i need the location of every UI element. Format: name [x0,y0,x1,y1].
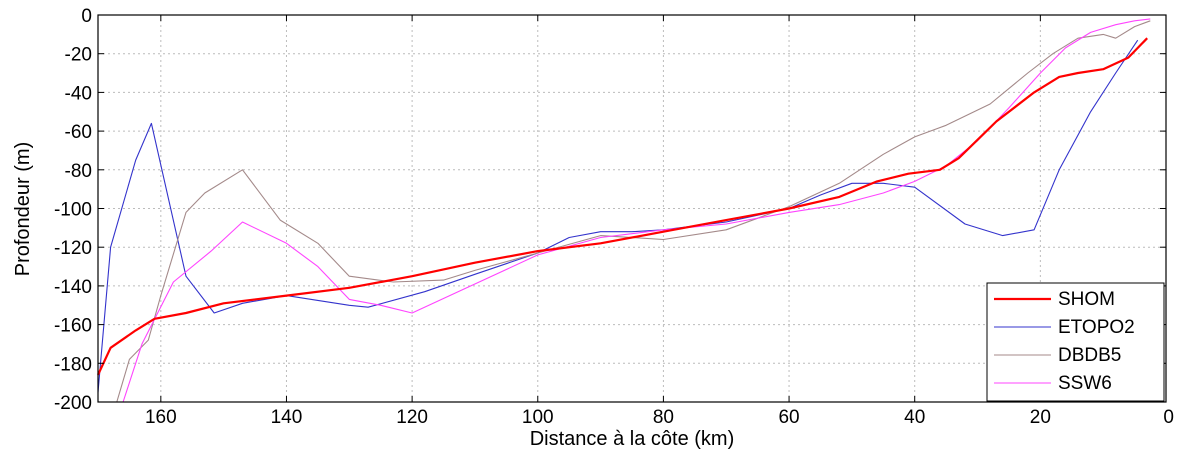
x-tick-labels: 160 140 120 100 80 60 40 20 0 [145,407,1174,428]
x-tick-label: 160 [145,407,177,428]
y-tick-label: -40 [65,83,92,104]
legend-box [986,282,1165,402]
y-tick-label: 0 [81,6,92,27]
x-tick-label: 80 [653,407,674,428]
legend-label-etopo2: ETOPO2 [1058,317,1135,338]
legend-label-shom: SHOM [1058,289,1115,310]
legend-label-ssw6: SSW6 [1058,373,1112,394]
x-tick-label: 140 [271,407,303,428]
x-tick-label: 60 [778,407,799,428]
y-tick-label: -160 [54,316,92,337]
y-tick-label: -180 [54,354,92,375]
legend: SHOM ETOPO2 DBDB5 SSW6 [986,282,1165,402]
x-tick-label: 100 [522,407,554,428]
y-tick-label: -80 [65,161,92,182]
x-axis-title: Distance à la côte (km) [530,428,735,450]
series-layer [97,18,1151,403]
series-line-shom [97,37,1148,376]
y-tick-label: -100 [54,200,92,221]
y-tick-label: -60 [65,122,92,143]
x-tick-label: 0 [1163,407,1174,428]
y-tick-label: -120 [54,238,92,259]
legend-label-dbdb5: DBDB5 [1058,345,1121,366]
x-tick-label: 120 [396,407,428,428]
x-tick-label: 40 [904,407,925,428]
y-tick-labels: 0 -20 -40 -60 -80 -100 -120 -140 -160 -180 -200 [54,6,92,414]
x-tick-label: 20 [1030,407,1051,428]
y-tick-label: -20 [65,45,92,66]
y-tick-label: -200 [54,393,92,414]
y-tick-label: -140 [54,277,92,298]
y-axis-title: Profondeur (m) [12,142,34,277]
